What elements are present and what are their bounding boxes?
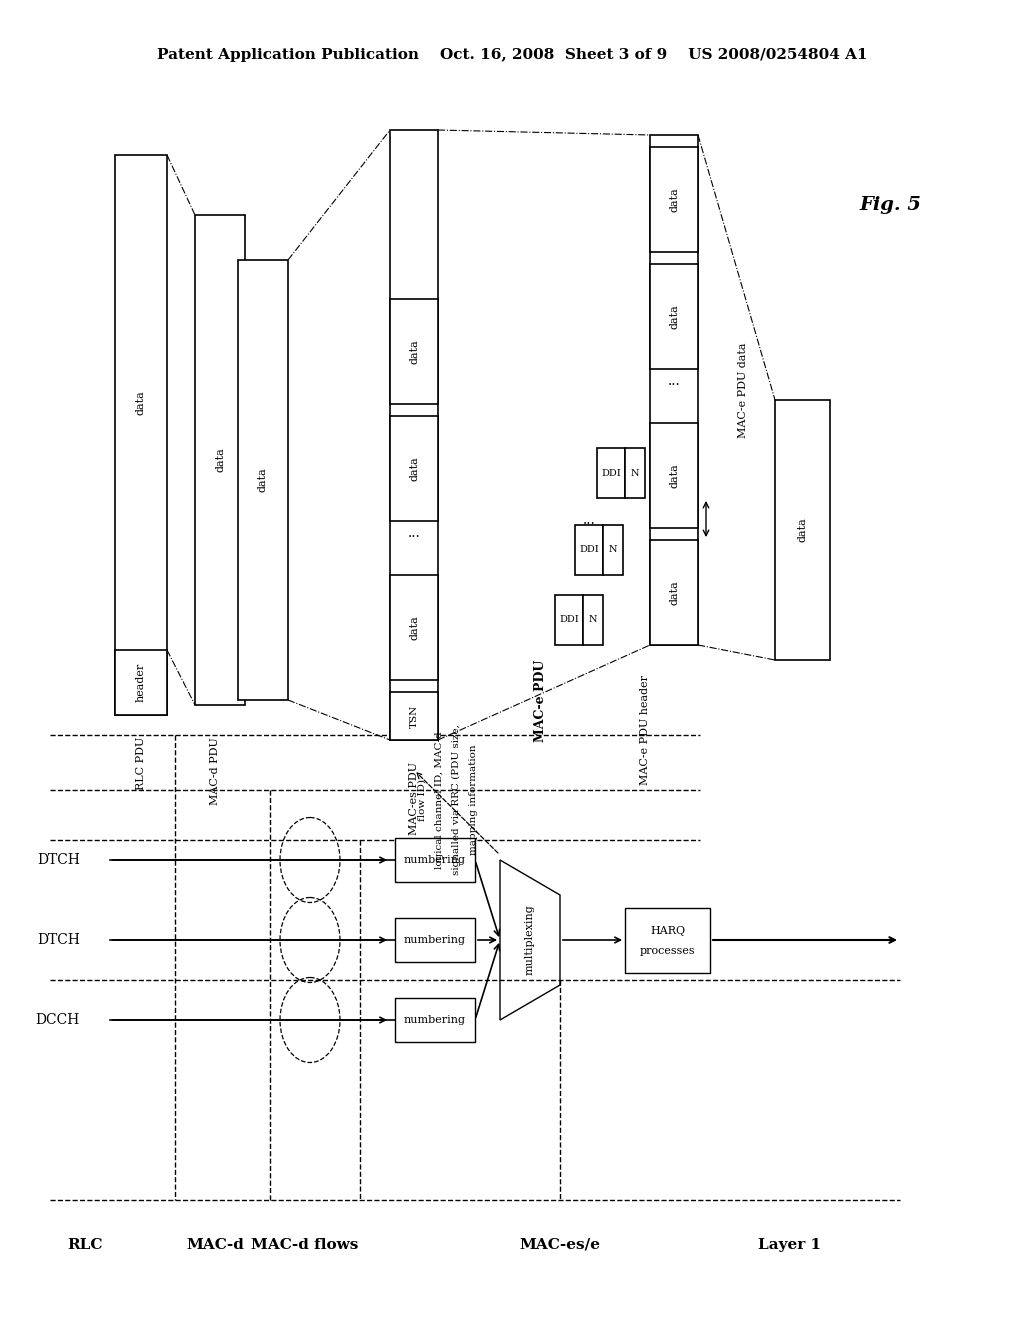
Bar [575,525,603,576]
Bar [650,540,698,645]
Bar [390,300,438,404]
Bar [115,154,167,715]
Text: flow ID): flow ID) [418,779,427,821]
Bar [238,260,288,700]
Text: multiplexing: multiplexing [525,904,535,975]
Bar [195,215,245,705]
Text: MAC-es PDU: MAC-es PDU [409,762,419,836]
Bar [395,998,475,1041]
Text: MAC-d PDU: MAC-d PDU [210,737,220,805]
Text: DTCH: DTCH [37,853,80,867]
Text: ...: ... [583,513,595,527]
Bar [390,129,438,741]
Text: logical channel ID, MAC-d: logical channel ID, MAC-d [434,731,443,869]
Text: numbering: numbering [404,855,466,865]
Text: data: data [669,187,679,213]
Text: N: N [589,615,597,624]
Text: Patent Application Publication    Oct. 16, 2008  Sheet 3 of 9    US 2008/0254804: Patent Application Publication Oct. 16, … [157,48,867,62]
Text: N: N [608,545,617,554]
Text: data: data [409,457,419,480]
Bar [650,147,698,252]
Text: ...: ... [668,374,680,388]
Text: MAC-d flows: MAC-d flows [251,1238,358,1251]
Bar [390,576,438,680]
Text: DDI: DDI [580,545,599,554]
Text: processes: processes [640,945,695,956]
Bar [603,525,623,576]
Text: data: data [409,339,419,364]
Text: DTCH: DTCH [37,933,80,946]
Text: MAC-es/e: MAC-es/e [519,1238,600,1251]
Bar [555,595,583,645]
Text: N: N [631,469,639,478]
Bar [625,908,710,973]
Text: RLC: RLC [68,1238,102,1251]
Bar [597,447,625,498]
Text: Layer 1: Layer 1 [759,1238,821,1251]
Text: DDI: DDI [601,469,621,478]
Text: data: data [215,447,225,473]
Text: data: data [136,391,146,414]
Text: MAC-e PDU data: MAC-e PDU data [738,342,748,438]
Bar [390,416,438,521]
Text: TSN: TSN [410,705,419,727]
Text: data: data [258,467,268,492]
Text: numbering: numbering [404,1015,466,1026]
Text: data: data [669,463,679,488]
Text: signalled via RRC (PDU size,: signalled via RRC (PDU size, [452,725,461,875]
Bar [395,838,475,882]
Bar [625,447,645,498]
Bar [395,917,475,962]
Bar [775,400,830,660]
Bar [583,595,603,645]
Text: data: data [409,615,419,640]
Text: DDI: DDI [559,615,579,624]
Text: RLC PDU: RLC PDU [136,737,146,791]
Bar [650,135,698,645]
Bar [390,692,438,741]
Text: data: data [798,517,808,543]
Text: header: header [136,663,146,702]
Text: data: data [669,304,679,329]
Text: ...: ... [408,525,421,540]
Text: MAC-e PDU header: MAC-e PDU header [640,675,650,785]
Text: MAC-d: MAC-d [186,1238,244,1251]
Text: HARQ: HARQ [650,925,685,936]
Text: numbering: numbering [404,935,466,945]
Text: Fig. 5: Fig. 5 [859,195,921,214]
Bar [650,422,698,528]
Text: MAC-e PDU: MAC-e PDU [534,660,547,742]
Text: mapping information: mapping information [469,744,477,855]
Bar [115,649,167,715]
Text: DCCH: DCCH [36,1012,80,1027]
Bar [650,264,698,370]
Text: data: data [669,579,679,605]
